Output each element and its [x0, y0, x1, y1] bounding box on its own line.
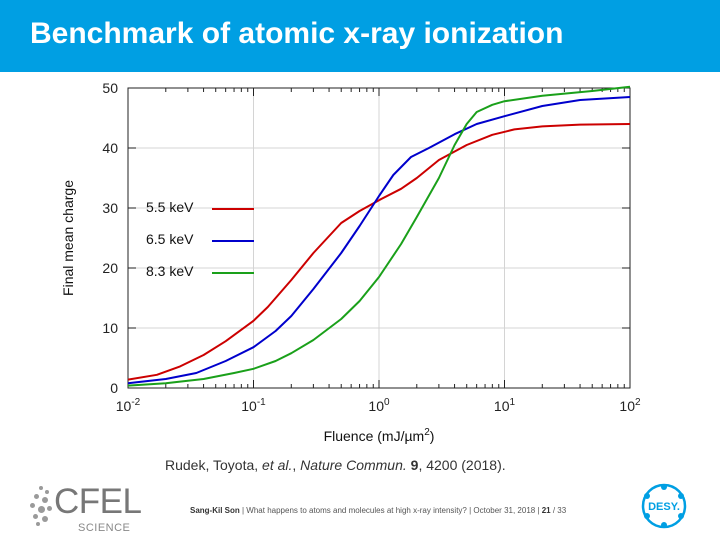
citation: Rudek, Toyota, et al., Nature Commun. 9,… [165, 457, 506, 473]
title-bar: Benchmark of atomic x-ray ionization [0, 0, 720, 72]
footer-presenter: Sang-Kil Son [190, 506, 240, 515]
legend-label-2: 6.5 keV [146, 231, 194, 247]
x-tick-label: 100 [368, 397, 390, 414]
cfel-logo: CFEL SCIENCE [30, 482, 142, 534]
footer-text: Sang-Kil Son | What happens to atoms and… [190, 506, 566, 515]
footer-talk: | What happens to atoms and molecules at… [239, 506, 542, 515]
footer-page: 21 [541, 506, 551, 515]
legend-label-3: 8.3 keV [146, 263, 194, 279]
x-axis-label: Fluence (mJ/µm2) [324, 427, 435, 444]
citation-etal: et al. [262, 457, 293, 473]
series-line-1 [127, 123, 631, 381]
y-tick-label: 30 [102, 200, 118, 216]
y-tick-label: 50 [102, 80, 118, 96]
citation-rest: , 4200 (2018). [418, 457, 506, 473]
desy-text: DESY. [648, 501, 680, 513]
y-tick-label: 40 [102, 140, 118, 156]
footer-total: / 33 [550, 506, 567, 515]
series-line-3 [127, 85, 631, 387]
legend-label-1: 5.5 keV [146, 199, 194, 215]
y-tick-label: 20 [102, 260, 118, 276]
logo-dots-icon [30, 486, 58, 526]
citation-authors: Rudek, Toyota, [165, 457, 263, 473]
y-tick-label: 10 [102, 320, 118, 336]
slide-title: Benchmark of atomic x-ray ionization [30, 17, 564, 50]
citation-volume: 9 [410, 457, 419, 473]
y-axis-label: Final mean charge [60, 180, 76, 296]
x-tick-label: 10-1 [241, 397, 266, 414]
y-tick-label: 0 [110, 380, 118, 396]
citation-sep: , [292, 457, 301, 473]
series-line-2 [127, 96, 631, 385]
citation-journal: Nature Commun. [300, 457, 407, 473]
x-tick-label: 10-2 [116, 397, 141, 414]
logo-sub: SCIENCE [78, 522, 131, 534]
x-tick-label: 102 [619, 397, 641, 414]
x-tick-label: 101 [494, 397, 516, 414]
desy-logo: DESY. [641, 483, 687, 529]
logo-text: CFEL [54, 482, 142, 521]
